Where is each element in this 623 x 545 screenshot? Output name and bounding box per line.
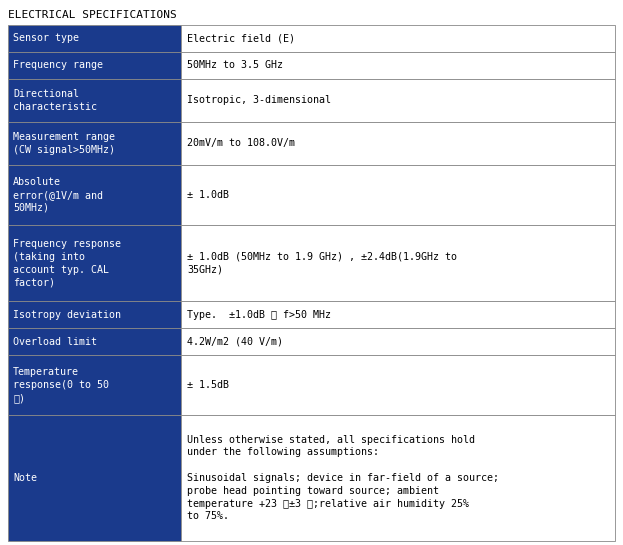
Bar bbox=[8, 225, 181, 301]
Text: Sensor type: Sensor type bbox=[13, 33, 79, 44]
Text: Measurement range
(CW signal>50MHz): Measurement range (CW signal>50MHz) bbox=[13, 132, 115, 155]
Bar bbox=[8, 165, 181, 225]
Text: Note: Note bbox=[13, 473, 37, 483]
Text: ELECTRICAL SPECIFICATIONS: ELECTRICAL SPECIFICATIONS bbox=[8, 10, 177, 20]
Bar bbox=[181, 122, 615, 165]
Text: Frequency response
(taking into
account typ. CAL
factor): Frequency response (taking into account … bbox=[13, 239, 121, 287]
Text: 50MHz to 3.5 GHz: 50MHz to 3.5 GHz bbox=[187, 60, 283, 70]
Text: 20mV/m to 108.0V/m: 20mV/m to 108.0V/m bbox=[187, 138, 295, 148]
Bar bbox=[181, 355, 615, 415]
Bar bbox=[8, 52, 181, 78]
Text: Type.  ±1.0dB 於 f>50 MHz: Type. ±1.0dB 於 f>50 MHz bbox=[187, 310, 331, 320]
Text: Electric field (E): Electric field (E) bbox=[187, 33, 295, 44]
Bar bbox=[8, 78, 181, 122]
Text: Isotropic, 3-dimensional: Isotropic, 3-dimensional bbox=[187, 95, 331, 105]
Text: ± 1.5dB: ± 1.5dB bbox=[187, 380, 229, 390]
Text: ± 1.0dB (50MHz to 1.9 GHz) , ±2.4dB(1.9GHz to
35GHz): ± 1.0dB (50MHz to 1.9 GHz) , ±2.4dB(1.9G… bbox=[187, 252, 457, 275]
Bar bbox=[181, 52, 615, 78]
Text: Absolute
error(@1V/m and
50MHz): Absolute error(@1V/m and 50MHz) bbox=[13, 177, 103, 213]
Bar bbox=[181, 328, 615, 355]
Bar bbox=[181, 165, 615, 225]
Bar bbox=[181, 415, 615, 541]
Bar bbox=[8, 301, 181, 328]
Text: Directional
characteristic: Directional characteristic bbox=[13, 89, 97, 112]
Bar bbox=[8, 122, 181, 165]
Bar bbox=[181, 78, 615, 122]
Bar bbox=[8, 25, 181, 52]
Text: Overload limit: Overload limit bbox=[13, 337, 97, 347]
Bar bbox=[181, 225, 615, 301]
Text: Unless otherwise stated, all specifications hold
under the following assumptions: Unless otherwise stated, all specificati… bbox=[187, 434, 499, 522]
Text: ± 1.0dB: ± 1.0dB bbox=[187, 190, 229, 200]
Bar bbox=[181, 301, 615, 328]
Text: Frequency range: Frequency range bbox=[13, 60, 103, 70]
Bar bbox=[8, 328, 181, 355]
Bar bbox=[8, 355, 181, 415]
Text: Temperature
response(0 to 50
℃): Temperature response(0 to 50 ℃) bbox=[13, 367, 109, 403]
Bar bbox=[181, 25, 615, 52]
Text: Isotropy deviation: Isotropy deviation bbox=[13, 310, 121, 320]
Text: 4.2W/m2 (40 V/m): 4.2W/m2 (40 V/m) bbox=[187, 337, 283, 347]
Bar bbox=[8, 415, 181, 541]
